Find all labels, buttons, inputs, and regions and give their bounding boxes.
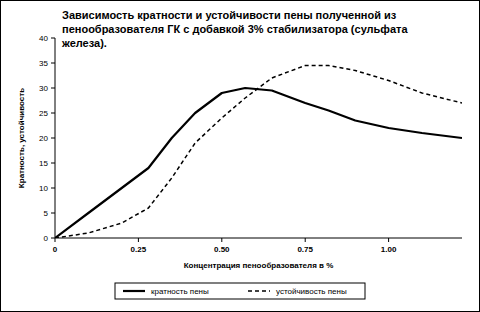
legend-label: устойчивость пены — [276, 287, 347, 296]
y-tick-label: 20 — [39, 134, 48, 143]
y-axis-label: Кратность, устойчивость — [17, 88, 26, 188]
x-tick — [55, 238, 56, 242]
y-tick — [51, 213, 55, 214]
x-tick — [221, 238, 222, 242]
chart-svg: 0 5 10 15 20 25 30 35 40 0 0.25 0.50 0.75 1.00 Концент… — [0, 0, 480, 312]
x-tick — [138, 238, 139, 242]
y-tick-label: 5 — [44, 209, 49, 218]
x-tick-label: 1.00 — [381, 245, 397, 254]
y-tick — [51, 88, 55, 89]
y-tick — [51, 163, 55, 164]
y-tick-label: 15 — [39, 159, 48, 168]
y-tick-label: 35 — [39, 59, 48, 68]
outer-border — [1, 1, 480, 312]
x-tick — [305, 238, 306, 242]
y-tick-label: 10 — [39, 184, 48, 193]
y-tick — [51, 188, 55, 189]
x-axis — [55, 238, 462, 239]
legend-swatch — [248, 290, 270, 292]
title: Зависимость кратности и устойчивости пен… — [62, 8, 422, 50]
series-line — [55, 66, 462, 239]
x-tick-label: 0.50 — [214, 245, 230, 254]
plot-area — [55, 66, 462, 239]
legend-swatch — [123, 290, 145, 292]
x-tick-label: 0.75 — [297, 245, 313, 254]
legend-label: кратность пены — [151, 287, 209, 296]
chart-root: Зависимость кратности и устойчивости пен… — [0, 0, 480, 312]
legend-box — [115, 283, 365, 299]
x-tick-label: 0 — [53, 245, 58, 254]
legend: кратность пены устойчивость пены — [115, 283, 365, 299]
x-tick-label: 0.25 — [131, 245, 147, 254]
y-tick — [51, 138, 55, 139]
x-axis-label: Концентрация пенообразователя в % — [184, 261, 334, 270]
y-tick-label: 25 — [39, 109, 48, 118]
x-tick — [388, 238, 389, 242]
y-tick — [51, 63, 55, 64]
y-tick — [51, 113, 55, 114]
y-tick-label: 40 — [39, 34, 48, 43]
y-tick — [51, 38, 55, 39]
series-line — [55, 88, 462, 238]
y-tick — [51, 238, 55, 239]
y-tick-label: 30 — [39, 84, 48, 93]
y-tick-label: 0 — [44, 234, 49, 243]
